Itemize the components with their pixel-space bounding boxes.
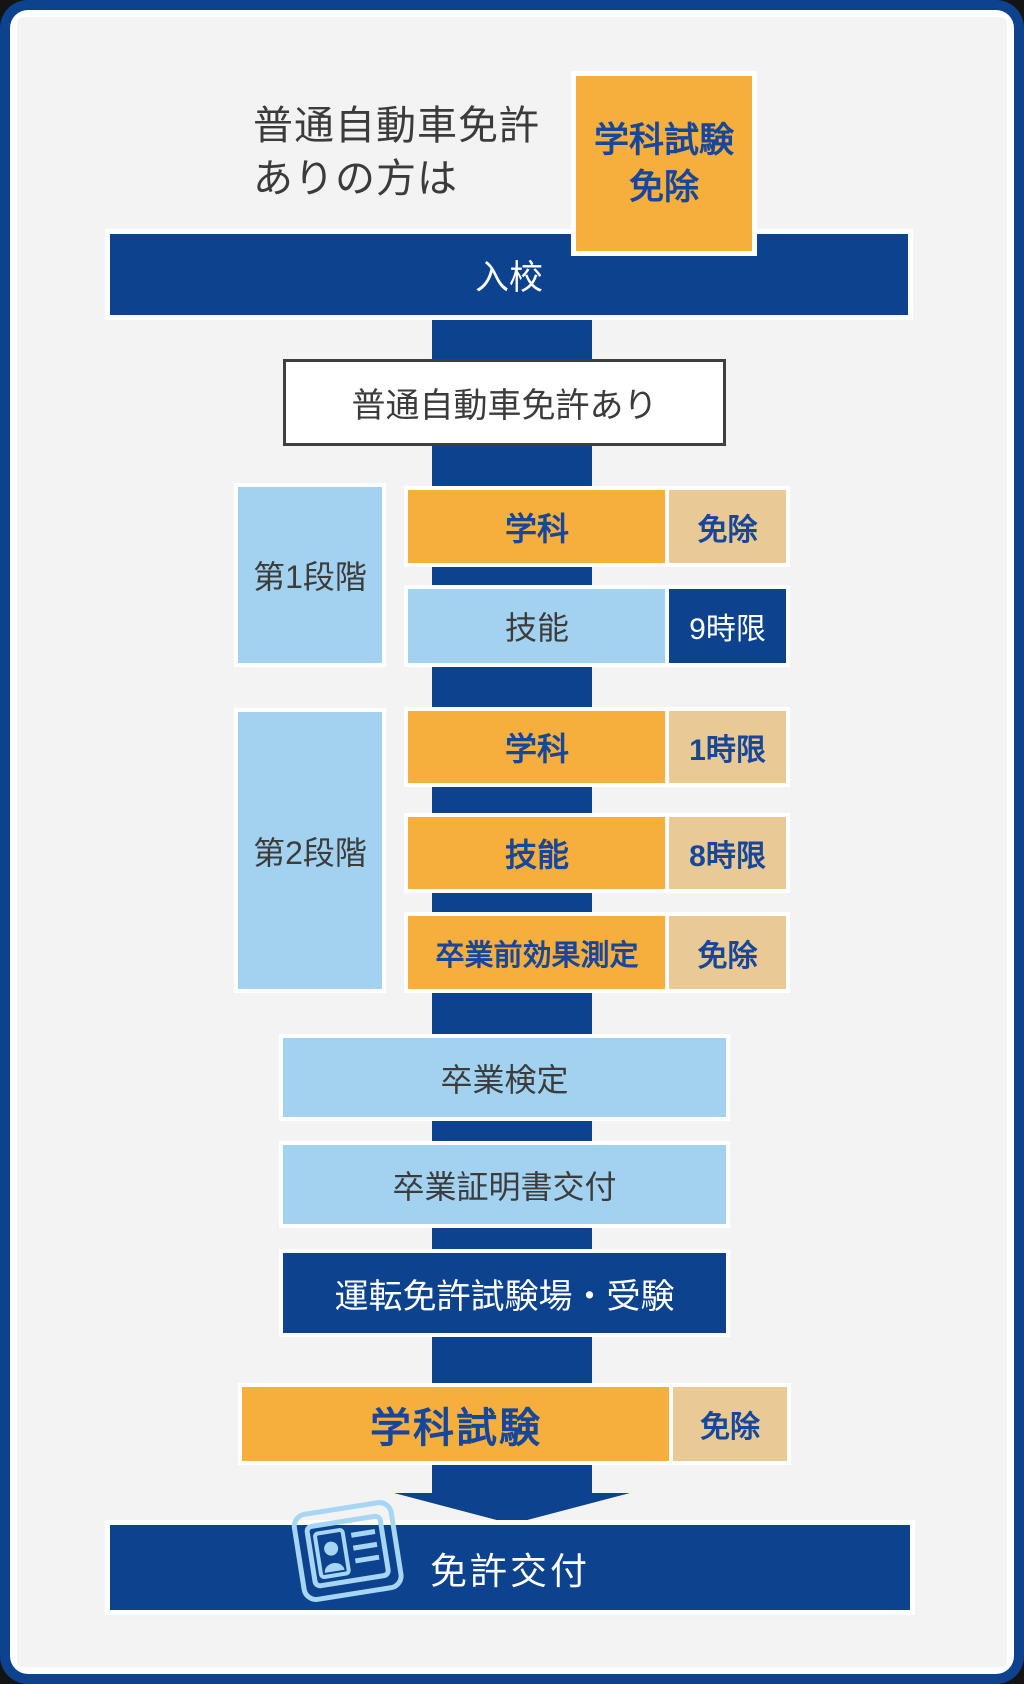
entry-bar: 入校 xyxy=(110,234,908,315)
stage1-row1-value: 免除 xyxy=(669,490,786,563)
id-card-icon xyxy=(291,1500,404,1602)
connector xyxy=(432,889,592,916)
stage2-label-box: 第2段階 xyxy=(238,712,382,989)
exemption-badge-line2: 免除 xyxy=(628,167,699,207)
stage2-row3-bar: 卒業前効果測定 xyxy=(408,916,666,989)
page-title: 普通自動車免許 ありの方は xyxy=(253,100,540,206)
stage1-row1-bar: 学科 xyxy=(408,490,666,563)
written-exam-bar: 学科試験 xyxy=(242,1387,670,1461)
certificate-issue-bar: 卒業証明書交付 xyxy=(283,1145,726,1224)
stage2-row2-bar: 技能 xyxy=(408,817,666,889)
license-issue-bar: 免許交付 xyxy=(110,1500,910,1610)
license-issue-label: 免許交付 xyxy=(430,1550,590,1592)
down-arrow-stem xyxy=(432,1461,592,1494)
stage2-row3-value: 免除 xyxy=(669,916,786,989)
page-title-line1: 普通自動車免許 xyxy=(253,104,540,148)
stage1-row2-value: 9時限 xyxy=(669,589,786,663)
written-exam-value: 免除 xyxy=(673,1387,787,1461)
connector xyxy=(432,563,592,591)
connector xyxy=(432,989,592,1038)
exemption-badge: 学科試験 免除 xyxy=(576,76,752,251)
connector xyxy=(432,1333,592,1387)
stage2-row1-bar: 学科 xyxy=(408,711,666,783)
stage2-row1-value: 1時限 xyxy=(669,711,786,783)
connector xyxy=(432,1117,592,1145)
connector xyxy=(432,1224,592,1253)
graduation-exam-bar: 卒業検定 xyxy=(283,1038,726,1117)
license-center-bar: 運転免許試験場・受験 xyxy=(283,1253,726,1333)
stage1-label-box: 第1段階 xyxy=(238,487,382,663)
down-arrow-icon xyxy=(394,1493,630,1524)
stage2-row2-value: 8時限 xyxy=(669,817,786,889)
exemption-badge-line1: 学科試験 xyxy=(593,120,734,160)
page-title-line2: ありの方は xyxy=(253,157,458,201)
license-note-box: 普通自動車免許あり xyxy=(283,359,726,446)
connector xyxy=(432,783,592,817)
connector xyxy=(432,663,592,713)
stage1-row2-bar: 技能 xyxy=(408,589,666,663)
